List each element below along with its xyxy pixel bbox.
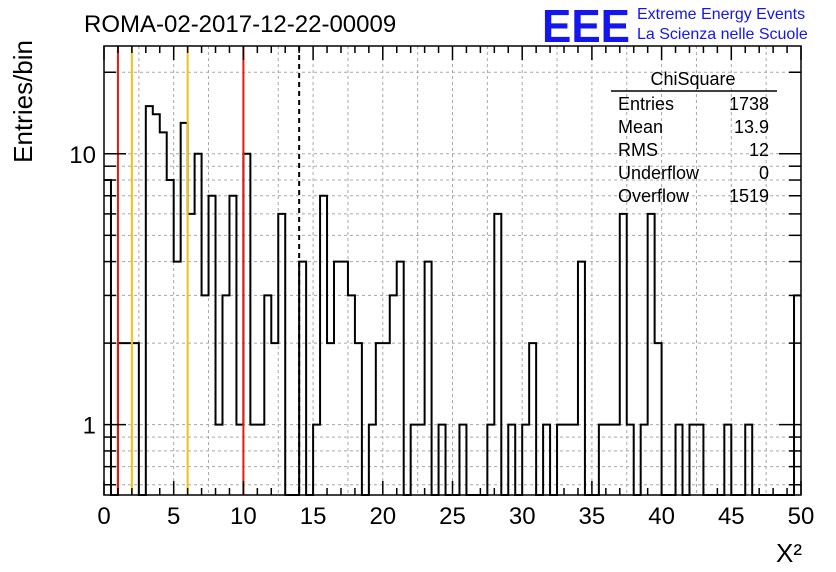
stats-title: ChiSquare (650, 69, 735, 89)
x-tick-label: 45 (718, 503, 745, 530)
x-tick-label: 50 (788, 503, 815, 530)
histogram-bin (125, 343, 132, 495)
stats-value: 12 (749, 140, 769, 160)
histogram-bin (229, 196, 236, 495)
stats-value: 1519 (729, 186, 769, 206)
histogram-bin (243, 154, 250, 495)
axis-ticks: 0 5 10 15 20 25 30 35 40 45 50 1 10 (69, 46, 814, 530)
eee-logo: EEE Extreme Energy Events La Scienza nel… (542, 0, 808, 52)
x-tick-label: 30 (509, 503, 536, 530)
histogram-bin (132, 343, 139, 495)
histogram-bin (383, 343, 390, 495)
histogram-bin (104, 180, 111, 495)
histogram-bin (320, 196, 327, 495)
histogram-bin (348, 295, 355, 495)
x-tick-label: 40 (648, 503, 675, 530)
x-tick-label: 25 (439, 503, 466, 530)
histogram-bin (167, 180, 174, 495)
stats-value: 1738 (729, 94, 769, 114)
histogram-bin (209, 196, 216, 495)
histogram-bin (620, 214, 627, 495)
histogram-bin (222, 295, 229, 495)
histogram-bin (355, 343, 362, 495)
run-title: ROMA-02-2017-12-22-00009 (84, 11, 396, 38)
histogram-bin (181, 123, 188, 495)
histogram-bin (397, 262, 404, 495)
histogram-bin (278, 214, 285, 495)
histogram-bin (264, 295, 271, 495)
x-tick-label: 35 (579, 503, 606, 530)
reference-lines (116, 46, 301, 495)
x-tick-label: 15 (300, 503, 327, 530)
histogram-bin (188, 214, 195, 495)
stats-label: Underflow (618, 163, 700, 183)
x-tick-label: 20 (369, 503, 396, 530)
y-axis-label: Entries/bin (8, 40, 38, 163)
histogram-bin (202, 295, 209, 495)
histogram-bin (529, 343, 536, 495)
x-tick-label: 10 (230, 503, 257, 530)
histogram-bin (174, 262, 181, 495)
histogram-bin (327, 343, 334, 495)
stats-label: Overflow (618, 186, 690, 206)
x-tick-label: 0 (97, 503, 110, 530)
y-tick-label: 1 (83, 413, 96, 440)
histogram-bin (794, 295, 801, 495)
stats-label: Mean (618, 117, 663, 137)
histogram-bin (648, 214, 655, 495)
histogram-bin (153, 114, 160, 495)
stats-value: 13.9 (734, 117, 769, 137)
logo-line-1: Extreme Energy Events (637, 6, 805, 23)
histogram-bin (341, 262, 348, 495)
stats-label: RMS (618, 140, 658, 160)
eee-logo-mark: EEE (542, 0, 630, 52)
stats-rows: Entries 1738 Mean 13.9 RMS 12 Underflow 0 Overfl… (618, 94, 769, 206)
histogram-bin (425, 262, 432, 495)
x-axis-label: X² (776, 538, 802, 568)
x-tick-label: 5 (167, 503, 180, 530)
histogram-bin (160, 132, 167, 495)
histogram-bin (299, 262, 306, 495)
histogram-bin (390, 295, 397, 495)
histogram-bin (271, 343, 278, 495)
logo-line-2: La Scienza nelle Scuole (637, 26, 808, 43)
histogram-bin (494, 214, 501, 495)
histogram-bin (334, 262, 341, 495)
stats-value: 0 (759, 163, 769, 183)
histogram-bin (655, 343, 662, 495)
y-tick-label: 10 (69, 142, 96, 169)
histogram-bin (578, 262, 585, 495)
histogram-bin (195, 154, 202, 495)
stats-box: ChiSquare Entries 1738 Mean 13.9 RMS 12 Underf… (611, 69, 777, 206)
histogram-bin (118, 343, 125, 495)
histogram-bin (376, 343, 383, 495)
stats-label: Entries (618, 94, 674, 114)
